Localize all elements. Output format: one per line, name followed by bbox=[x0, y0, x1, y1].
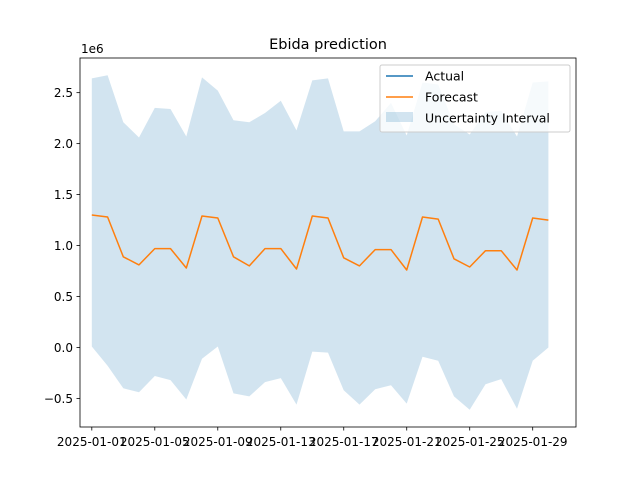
axes: −0.50.00.51.01.52.02.52025-01-012025-01-… bbox=[44, 57, 577, 449]
y-axis-offset-label: 1e6 bbox=[81, 42, 104, 56]
legend-uncertainty-label: Uncertainty Interval bbox=[425, 111, 550, 126]
x-tick-label: 2025-01-29 bbox=[498, 435, 568, 449]
y-tick-label: 1.5 bbox=[54, 188, 73, 202]
y-tick-label: 0.0 bbox=[54, 341, 73, 355]
legend: Actual Forecast Uncertainty Interval bbox=[379, 64, 571, 133]
y-tick-label: 0.5 bbox=[54, 290, 73, 304]
x-tick-label: 2025-01-09 bbox=[183, 435, 253, 449]
y-tick-label: −0.5 bbox=[44, 392, 73, 406]
x-tick-label: 2025-01-01 bbox=[57, 435, 127, 449]
x-tick-label: 2025-01-05 bbox=[120, 435, 190, 449]
y-tick-label: 2.5 bbox=[54, 86, 73, 100]
y-tick-label: 1.0 bbox=[54, 239, 73, 253]
y-tick-label: 2.0 bbox=[54, 137, 73, 151]
uncertainty-band bbox=[91, 75, 549, 410]
legend-actual-label: Actual bbox=[425, 69, 464, 84]
chart-title: Ebida prediction bbox=[269, 37, 387, 53]
plot-area bbox=[91, 75, 549, 410]
legend-forecast-label: Forecast bbox=[425, 90, 478, 105]
legend-frame bbox=[379, 64, 571, 133]
x-tick-label: 2025-01-21 bbox=[372, 435, 442, 449]
x-tick-label: 2025-01-13 bbox=[246, 435, 316, 449]
x-tick-label: 2025-01-17 bbox=[309, 435, 379, 449]
axes-frame bbox=[79, 57, 577, 428]
forecast-series-line bbox=[91, 214, 549, 271]
legend-uncertainty-swatch bbox=[386, 112, 413, 122]
x-tick-label: 2025-01-25 bbox=[435, 435, 505, 449]
